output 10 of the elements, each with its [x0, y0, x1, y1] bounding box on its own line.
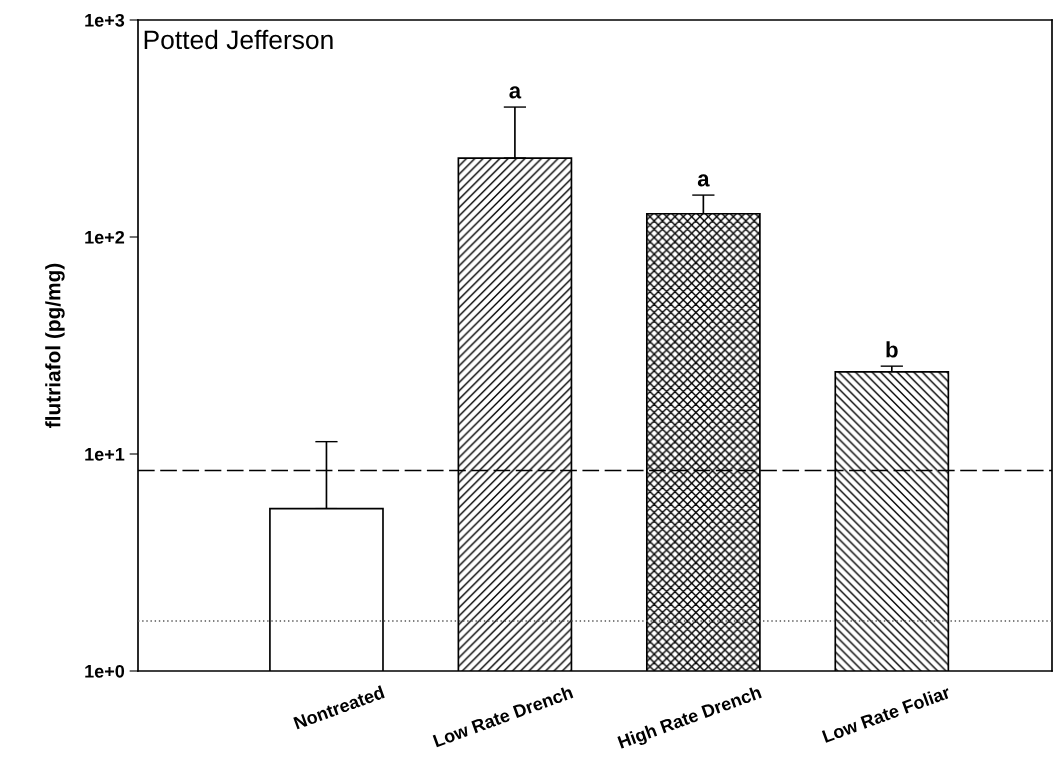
y-axis-title: flutriafol (pg/mg): [45, 263, 65, 428]
annotation: a: [697, 174, 710, 187]
y-tick-label: 1e+2: [85, 230, 125, 244]
annotation: b: [886, 341, 898, 358]
y-tick-label: 1e+3: [85, 13, 125, 27]
chart-title: Potted Jefferson: [144, 29, 333, 50]
annotation: a: [509, 86, 522, 99]
y-tick-label: 1e+1: [85, 448, 125, 461]
y-tick-label: 1e+0: [85, 664, 125, 678]
x-tick-label: Low Rate Foliar: [821, 684, 952, 743]
